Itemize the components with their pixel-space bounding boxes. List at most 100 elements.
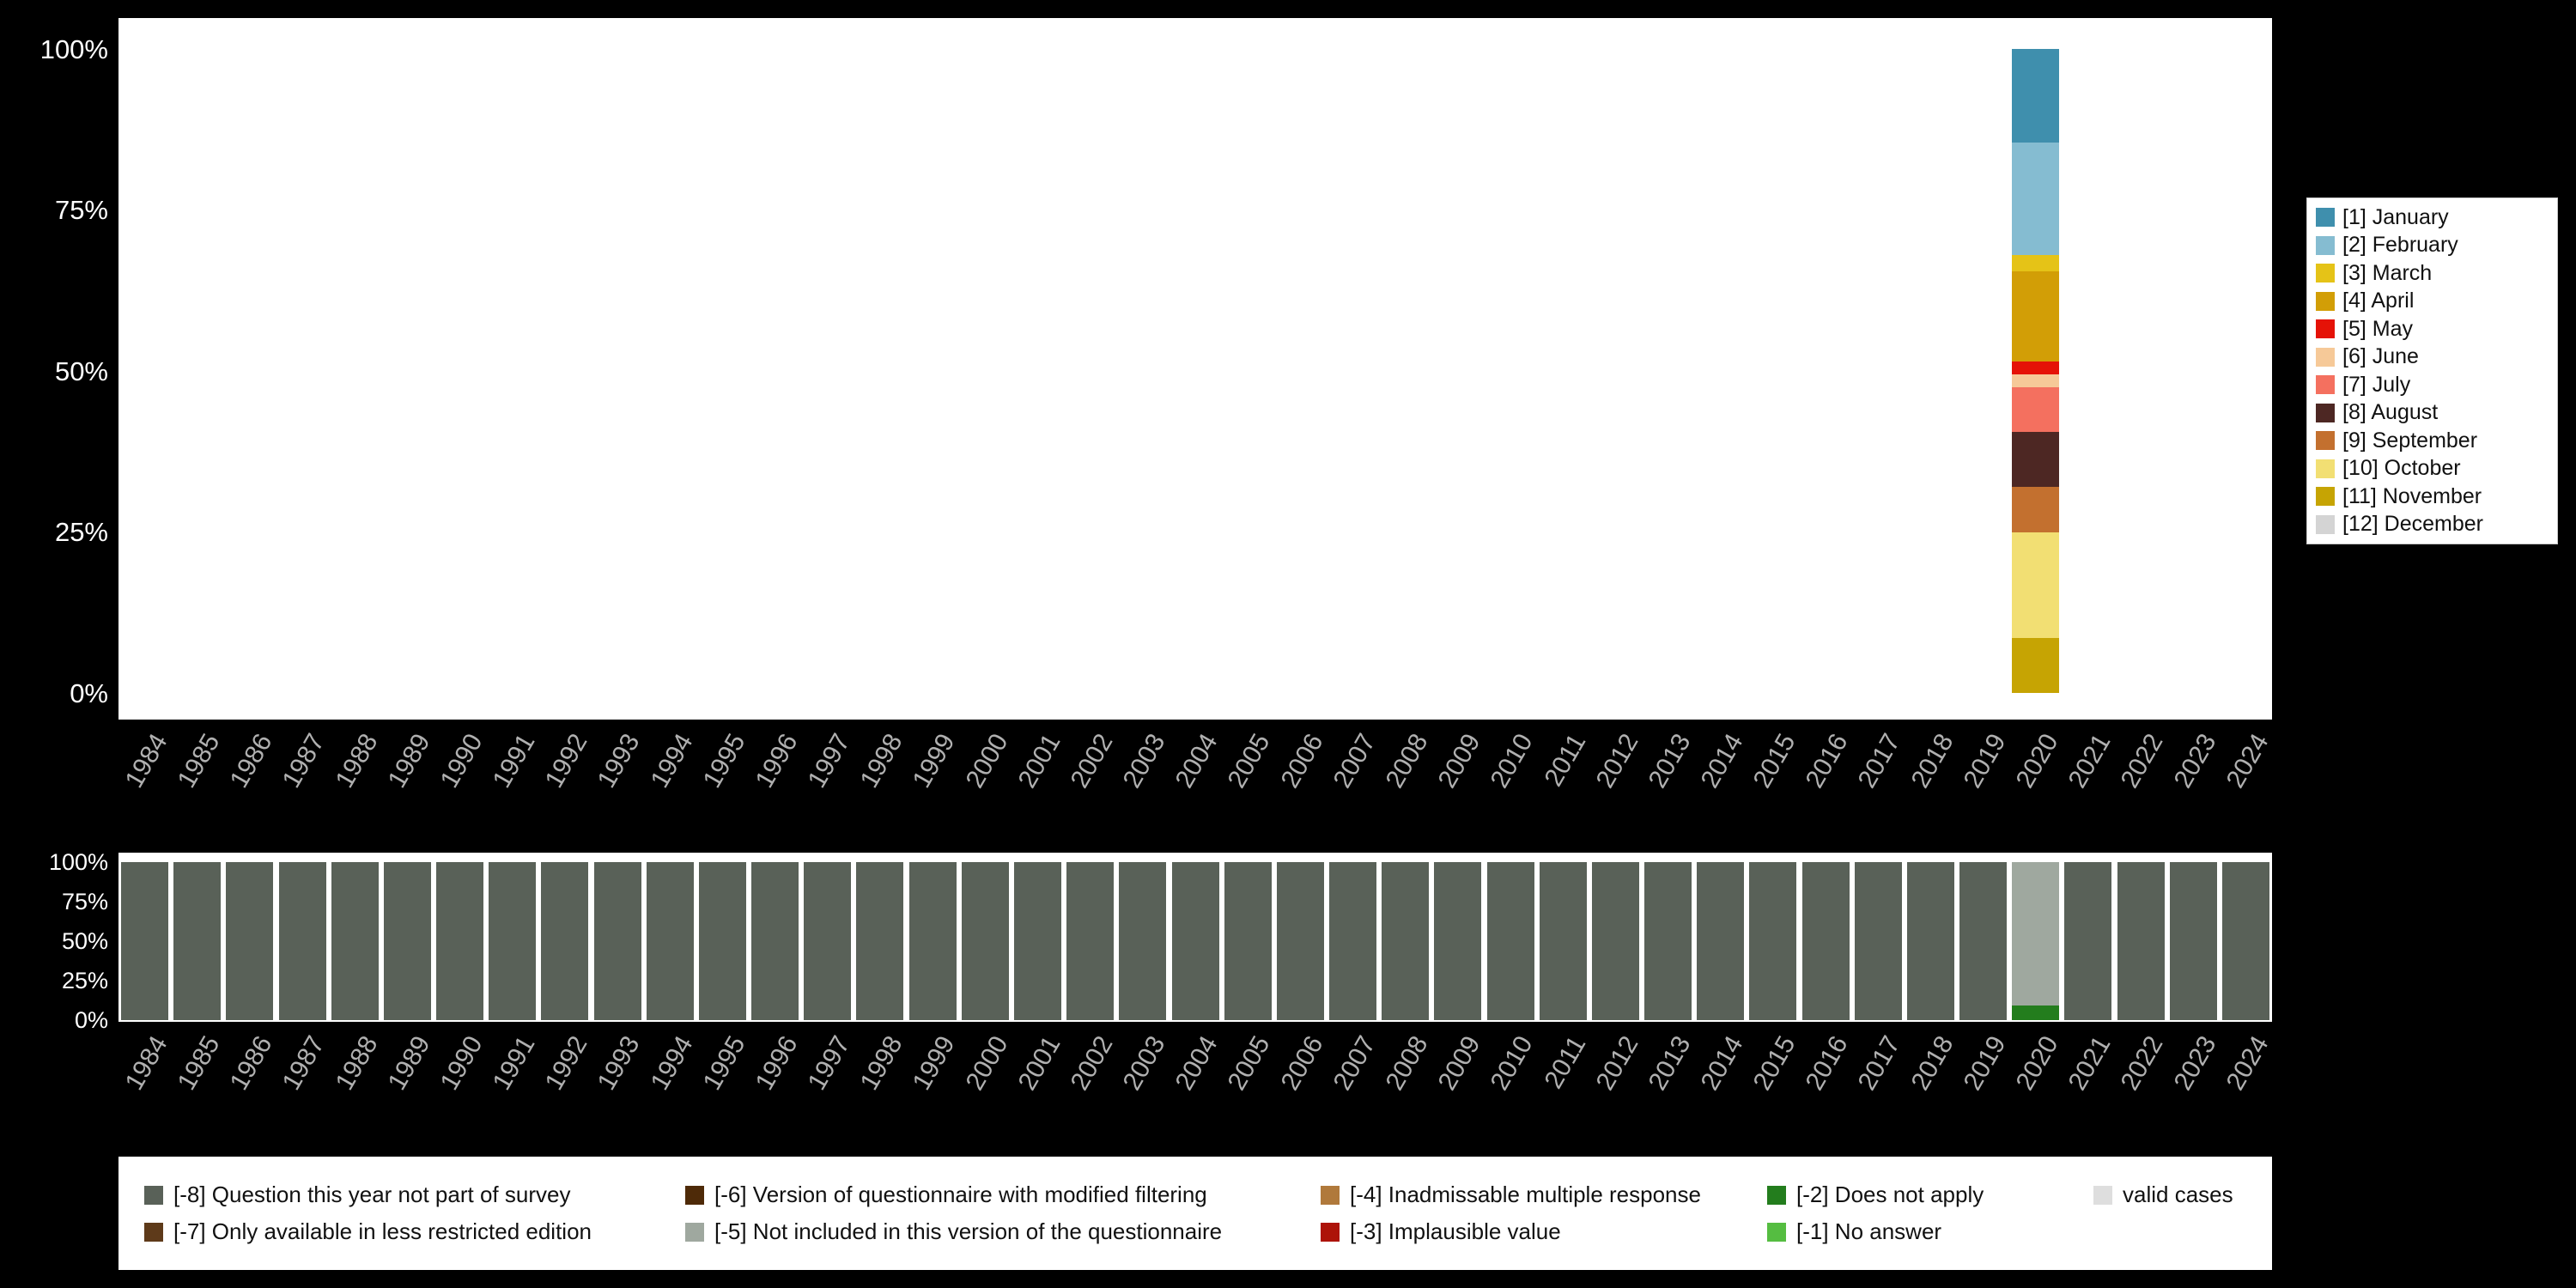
legend-label: [10] October: [2342, 456, 2461, 481]
bar-segment: [1013, 862, 1061, 1020]
bar-segment: [1119, 862, 1167, 1020]
x-axis-year-label: 2002: [1065, 1031, 1119, 1096]
x-axis-year-label: 2013: [1643, 729, 1697, 793]
legend-item: [8] August: [2307, 400, 2557, 425]
x-axis-year-label: 1988: [330, 1031, 384, 1096]
x-axis-year-label: 2014: [1695, 1031, 1749, 1096]
x-axis-year-label: 2014: [1695, 729, 1749, 793]
legend-item: [6] June: [2307, 344, 2557, 369]
x-axis-year-label: 1999: [908, 1031, 962, 1096]
bar-segment: [383, 862, 431, 1020]
legend-swatch-icon: [2316, 375, 2335, 395]
legend-item: valid cases: [2093, 1182, 2233, 1208]
legend-label: [9] September: [2342, 428, 2478, 453]
x-axis-year-label: 2016: [1800, 729, 1854, 793]
y-axis-tick-label: 100%: [48, 848, 108, 875]
bar-segment: [1434, 862, 1482, 1020]
x-axis-year-label: 1987: [277, 729, 331, 793]
legend-swatch-icon: [2316, 208, 2335, 228]
x-axis-year-label: 1991: [487, 1031, 541, 1096]
legend-swatch-icon: [2316, 459, 2335, 478]
x-axis-year-label: 2023: [2168, 1031, 2222, 1096]
y-axis-tick-label: 75%: [54, 195, 108, 225]
legend-row: [-8] Question this year not part of surv…: [144, 1182, 2272, 1208]
x-axis-year-label: 2001: [1012, 729, 1066, 793]
x-axis-year-label: 1994: [645, 729, 699, 793]
legend-swatch-icon: [1321, 1222, 1340, 1242]
x-axis-year-label: 1999: [908, 729, 962, 793]
x-axis-year-label: 1985: [172, 729, 226, 793]
bar-segment: [2012, 374, 2060, 387]
legend-item: [11] November: [2307, 484, 2557, 509]
legend-item: [7] July: [2307, 373, 2557, 398]
y-axis-tick-label: 50%: [54, 355, 108, 386]
legend-swatch-icon: [2093, 1185, 2112, 1205]
legend-label: [8] August: [2342, 400, 2439, 425]
legend-label: [7] July: [2342, 372, 2411, 397]
x-axis-year-label: 1991: [487, 729, 541, 793]
legend-item: [-3] Implausible value: [1321, 1218, 1767, 1245]
legend-label: [-3] Implausible value: [1350, 1218, 1561, 1244]
x-axis-year-label: 2002: [1065, 729, 1119, 793]
legend-swatch-icon: [2316, 431, 2335, 451]
legend-swatch-icon: [2316, 319, 2335, 339]
x-axis-year-label: 1995: [697, 1031, 751, 1096]
x-axis-year-label: 2009: [1432, 1031, 1486, 1096]
legend-item: [4] April: [2307, 289, 2557, 313]
missing-value-legend: [-8] Question this year not part of surv…: [118, 1157, 2272, 1270]
bar-segment: [1801, 862, 1850, 1020]
x-axis-year-label: 1984: [119, 1031, 173, 1096]
legend-label: [3] March: [2342, 260, 2433, 285]
x-axis-year-label: 2018: [1905, 1031, 1959, 1096]
x-axis-year-label: 2010: [1485, 1031, 1539, 1096]
bar-segment: [2169, 862, 2217, 1020]
bar-segment: [856, 862, 904, 1020]
legend-label: [-2] Does not apply: [1796, 1182, 1984, 1207]
legend-swatch-icon: [2316, 403, 2335, 422]
x-axis-year-label: 2015: [1747, 729, 1801, 793]
x-axis-year-label: 2004: [1170, 1031, 1224, 1096]
x-axis-year-label: 1987: [277, 1031, 331, 1096]
bar-segment: [541, 862, 589, 1020]
bar-segment: [489, 862, 537, 1020]
x-axis-year-label: 1993: [592, 1031, 646, 1096]
bar-segment: [1906, 862, 1954, 1020]
legend-label: [2] February: [2342, 233, 2458, 258]
legend-item: [-5] Not included in this version of the…: [685, 1218, 1321, 1245]
x-axis-year-label: 2012: [1590, 1031, 1644, 1096]
x-axis-year-label: 2020: [2010, 1031, 2064, 1096]
x-axis-year-label: 2009: [1432, 729, 1486, 793]
x-axis-year-label: 2019: [1958, 1031, 2012, 1096]
x-axis-year-label: 2006: [1275, 729, 1329, 793]
legend-label: [12] December: [2342, 512, 2483, 537]
x-axis-year-label: 1993: [592, 729, 646, 793]
legend-swatch-icon: [2316, 291, 2335, 311]
x-axis-year-label: 2018: [1905, 729, 1959, 793]
legend-item: [5] May: [2307, 317, 2557, 342]
legend-label: [-8] Question this year not part of surv…: [173, 1182, 571, 1207]
bar-segment: [2012, 142, 2060, 255]
x-axis-year-label: 1996: [750, 729, 804, 793]
legend-item: [-6] Version of questionnaire with modif…: [685, 1182, 1321, 1208]
x-axis-year-label: 1988: [330, 729, 384, 793]
x-axis-year-label: 1996: [750, 1031, 804, 1096]
legend-label: [5] May: [2342, 316, 2413, 341]
bar-segment: [1959, 862, 2008, 1020]
x-axis-year-label: 2022: [2115, 729, 2169, 793]
legend-item: [10] October: [2307, 456, 2557, 481]
x-axis-year-label: 2003: [1117, 1031, 1171, 1096]
x-axis-year-label: 2003: [1117, 729, 1171, 793]
y-axis-tick-label: 75%: [61, 888, 108, 914]
legend-swatch-icon: [144, 1222, 163, 1242]
legend-label: [6] June: [2342, 344, 2419, 369]
x-axis-year-label: 2000: [960, 729, 1014, 793]
x-axis-year-label: 2000: [960, 1031, 1014, 1096]
x-axis-year-label: 2005: [1223, 1031, 1277, 1096]
legend-swatch-icon: [685, 1185, 704, 1205]
x-axis-year-label: 2016: [1800, 1031, 1854, 1096]
legend-swatch-icon: [685, 1222, 704, 1242]
legend-label: [4] April: [2342, 289, 2415, 313]
x-axis-year-label: 1984: [119, 729, 173, 793]
legend-swatch-icon: [2316, 487, 2335, 507]
